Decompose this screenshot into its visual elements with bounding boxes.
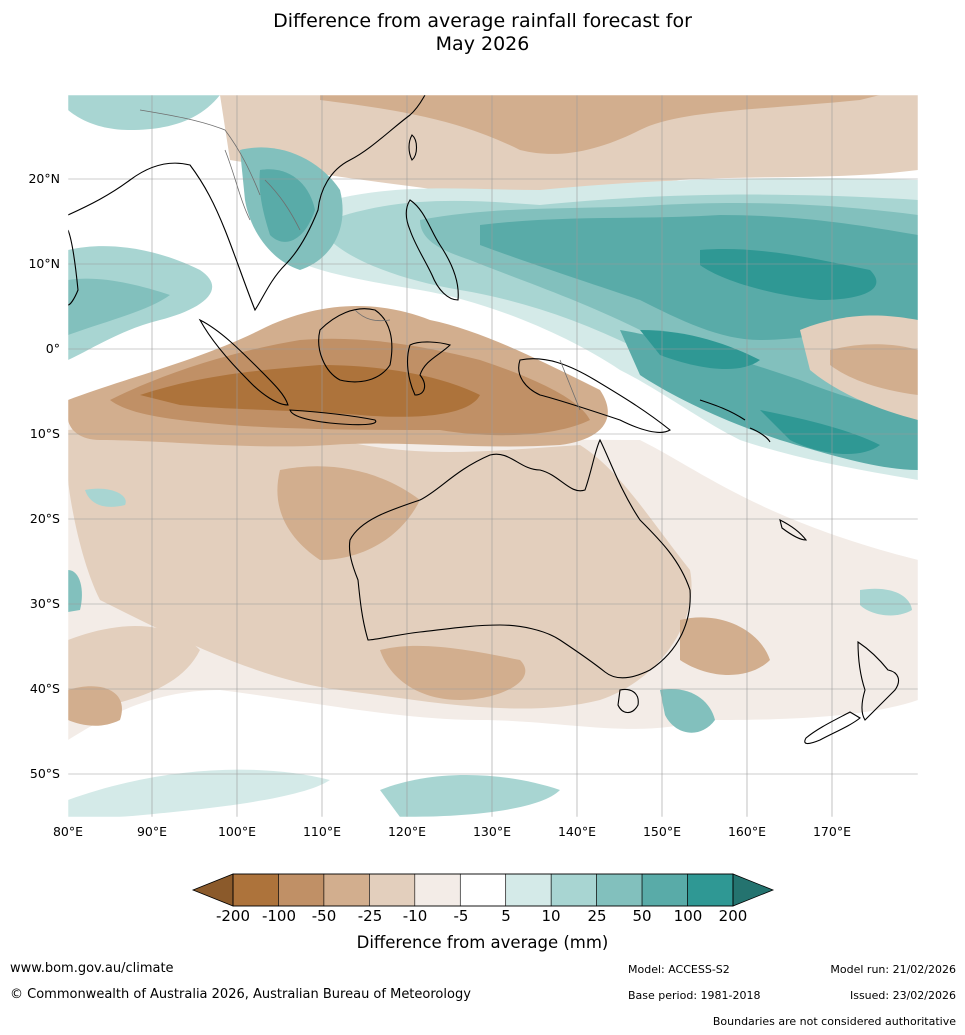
lon-tick-140e: 140°E bbox=[557, 824, 596, 839]
lon-tick-120e: 120°E bbox=[387, 824, 426, 839]
footer-model-run: Model run: 21/02/2026 bbox=[830, 963, 956, 976]
lat-tick-30s: 30°S bbox=[29, 596, 60, 611]
taiwan-coastline bbox=[408, 134, 418, 161]
colorbar-title: Difference from average (mm) bbox=[356, 933, 609, 952]
colorbar-label-5: 5 bbox=[501, 907, 511, 925]
rainfall-anomaly-field bbox=[68, 95, 918, 817]
colorbar-label-m10: -10 bbox=[402, 907, 428, 925]
tasmania-coastline bbox=[617, 688, 639, 714]
lat-tick-20n: 20°N bbox=[28, 171, 60, 186]
lat-tick-40s: 40°S bbox=[29, 681, 60, 696]
lon-tick-100e: 100°E bbox=[217, 824, 256, 839]
graticule bbox=[68, 95, 918, 817]
colorbar-label-m50: -50 bbox=[311, 907, 337, 925]
country-borders bbox=[139, 109, 581, 411]
lat-tick-10s: 10°S bbox=[29, 426, 60, 441]
sumatra-coastline bbox=[198, 318, 289, 406]
lat-tick-50s: 50°S bbox=[29, 766, 60, 781]
footer-model: Model: ACCESS-S2 bbox=[628, 963, 730, 976]
lon-tick-150e: 150°E bbox=[642, 824, 681, 839]
footer-copyright: © Commonwealth of Australia 2026, Austra… bbox=[10, 987, 471, 1002]
colorbar-label-m25: -25 bbox=[357, 907, 383, 925]
footer-url[interactable]: www.bom.gov.au/climate bbox=[10, 961, 174, 976]
sulawesi-coastline bbox=[406, 341, 452, 396]
title-line-1: Difference from average rainfall forecas… bbox=[273, 10, 692, 32]
lon-tick-170e: 170°E bbox=[812, 824, 851, 839]
lat-tick-20s: 20°S bbox=[29, 511, 60, 526]
india-coastline bbox=[68, 229, 79, 306]
lon-tick-160e: 160°E bbox=[727, 824, 766, 839]
lon-tick-110e: 110°E bbox=[302, 824, 341, 839]
java-coastline bbox=[289, 409, 377, 426]
lon-tick-80e: 80°E bbox=[52, 824, 84, 839]
asia-mainland-coastline bbox=[68, 95, 426, 312]
footer-disclaimer: Boundaries are not considered authoritat… bbox=[712, 1015, 956, 1028]
australia-coastline bbox=[348, 438, 691, 679]
lat-tick-10n: 10°N bbox=[28, 256, 60, 271]
colorbar-label-10: 10 bbox=[541, 907, 561, 925]
borneo-coastline bbox=[318, 308, 393, 383]
new-guinea-coastline bbox=[518, 358, 671, 433]
title-line-2: May 2026 bbox=[435, 33, 530, 55]
footer-base-period: Base period: 1981-2018 bbox=[628, 989, 761, 1002]
lat-tick-0: 0° bbox=[45, 341, 60, 356]
colorbar-label-200: 200 bbox=[718, 907, 748, 925]
colorbar-label-m5: -5 bbox=[453, 907, 469, 925]
new-zealand-south-coastline bbox=[804, 711, 861, 745]
coastlines bbox=[68, 95, 900, 745]
colorbar-label-m100: -100 bbox=[261, 907, 297, 925]
map-title: Difference from average rainfall forecas… bbox=[0, 10, 965, 56]
new-zealand-north-coastline bbox=[857, 640, 900, 721]
colorbar-label-m200: -200 bbox=[215, 907, 251, 925]
lon-tick-90e: 90°E bbox=[136, 824, 168, 839]
lon-tick-130e: 130°E bbox=[472, 824, 511, 839]
solomons-coastline bbox=[699, 399, 771, 443]
colorbar-label-100: 100 bbox=[673, 907, 703, 925]
new-caledonia-coastline bbox=[779, 518, 808, 541]
colorbar-label-25: 25 bbox=[587, 907, 607, 925]
philippines-coastline bbox=[405, 199, 459, 301]
footer-issued: Issued: 23/02/2026 bbox=[849, 989, 956, 1002]
colorbar-label-50: 50 bbox=[632, 907, 652, 925]
